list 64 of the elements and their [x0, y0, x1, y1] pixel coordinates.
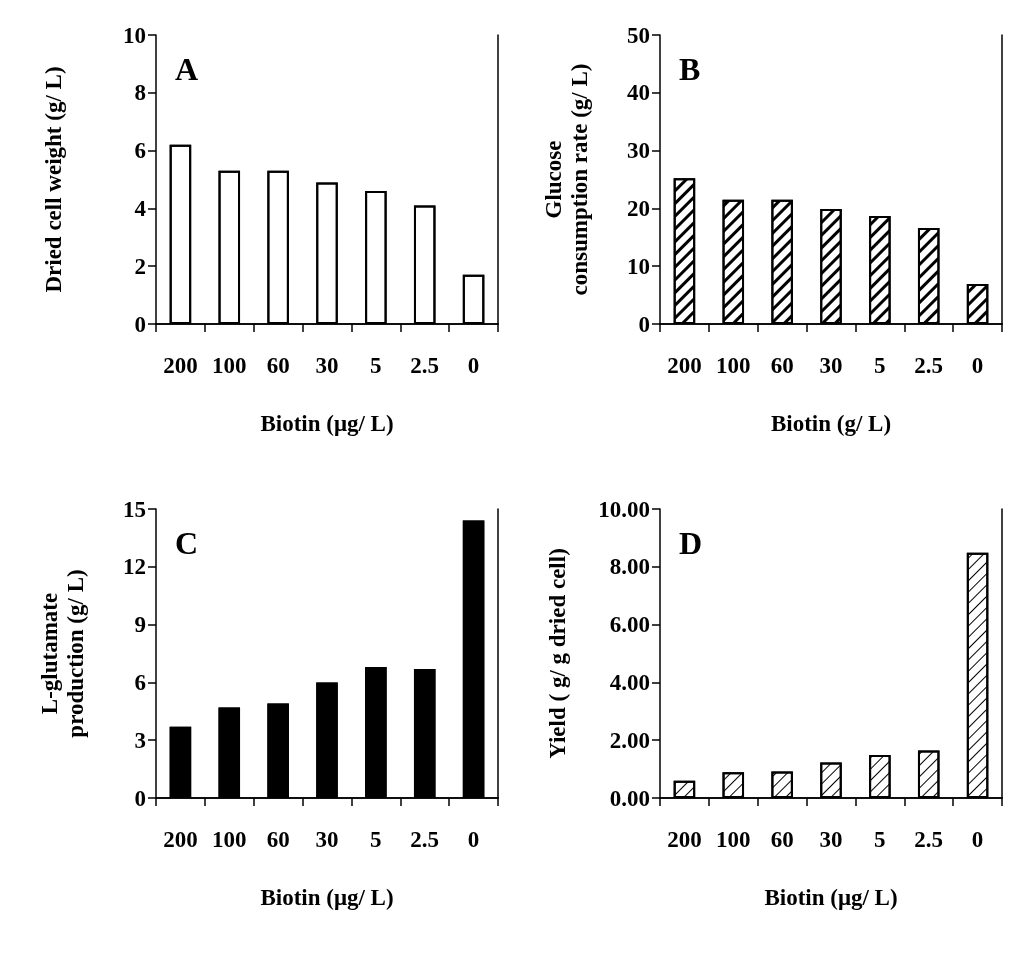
x-tick-label: 5: [874, 353, 886, 378]
y-tick-label: 6.00: [609, 612, 650, 638]
x-tick-label: 200: [163, 827, 198, 852]
x-tick-label: 5: [370, 827, 382, 852]
y-tick-label: 20: [627, 195, 650, 221]
y-tick-label: 10: [123, 22, 146, 48]
y-tick-label: 6: [134, 669, 146, 695]
x-tick-label: 200: [667, 353, 702, 378]
x-tick-label: 2.5: [914, 827, 944, 852]
y-tick-label: 12: [123, 554, 146, 580]
x-axis-title: Biotin (μg/ L): [260, 885, 394, 910]
y-axis-title: Glucose consumption rate (g/ L): [540, 63, 592, 296]
x-axis-title: Biotin (μg/ L): [764, 885, 898, 910]
text: D: [679, 525, 703, 561]
y-tick-label: 2.00: [609, 727, 650, 753]
y-tick-label: 0: [134, 311, 146, 337]
x-tick-label: 100: [716, 353, 751, 378]
y-tick-label: 30: [627, 138, 650, 164]
y-tick-label: 8.00: [609, 554, 650, 580]
y-tick-label: 40: [627, 80, 650, 106]
text: A: [175, 51, 199, 87]
x-tick-label: 30: [819, 827, 843, 852]
y-tick-label: 3: [134, 727, 146, 753]
y-tick-label: 0.00: [609, 785, 650, 811]
y-tick-label: 0: [134, 785, 146, 811]
x-tick-label: 5: [370, 353, 382, 378]
y-axis-title: Dried cell weight (g/ L): [40, 66, 66, 293]
x-tick-label: 0: [971, 827, 984, 852]
x-tick-label: 200: [667, 827, 702, 852]
x-tick-label: 2.5: [410, 827, 440, 852]
x-tick-label: 0: [971, 353, 984, 378]
x-tick-label: 30: [819, 353, 843, 378]
x-tick-label: 200: [163, 353, 198, 378]
y-tick-label: 10.00: [598, 496, 650, 522]
x-tick-label: 30: [315, 827, 339, 852]
x-tick-label: 0: [467, 353, 480, 378]
x-tick-label: 5: [874, 827, 886, 852]
x-tick-label: 60: [266, 827, 290, 852]
y-axis-title: Yield ( g/ g dried cell): [544, 548, 570, 759]
y-tick-label: 4.00: [609, 669, 650, 695]
y-axis-title: L-glutamate production (g/ L): [36, 569, 88, 738]
y-tick-label: 10: [627, 253, 650, 279]
text: C: [175, 525, 199, 561]
x-tick-label: 2.5: [914, 353, 944, 378]
x-tick-label: 60: [770, 353, 794, 378]
y-tick-label: 4: [134, 195, 147, 221]
x-tick-label: 60: [770, 827, 794, 852]
x-tick-label: 100: [212, 353, 247, 378]
x-axis-title: Biotin (g/ L): [770, 411, 892, 436]
text: B: [679, 51, 701, 87]
y-tick-label: 6: [134, 138, 146, 164]
x-tick-label: 60: [266, 353, 290, 378]
y-tick-label: 0: [638, 311, 650, 337]
x-tick-label: 100: [212, 827, 247, 852]
y-tick-label: 2: [134, 253, 146, 279]
y-tick-label: 9: [134, 612, 146, 638]
x-tick-label: 30: [315, 353, 339, 378]
x-tick-label: 0: [467, 827, 480, 852]
y-tick-label: 15: [123, 496, 146, 522]
x-tick-label: 2.5: [410, 353, 440, 378]
y-tick-label: 8: [134, 80, 146, 106]
x-axis-title: Biotin (μg/ L): [260, 411, 394, 436]
x-tick-label: 100: [716, 827, 751, 852]
y-tick-label: 50: [627, 22, 650, 48]
